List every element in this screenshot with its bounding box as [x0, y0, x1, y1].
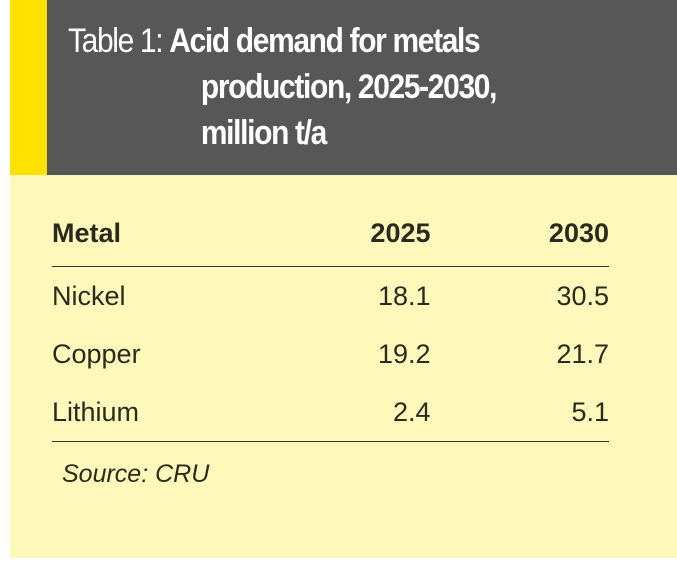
title-line-2: production, 2025-2030,	[200, 68, 498, 106]
column-header-2025: 2025	[252, 200, 431, 267]
column-header-2030: 2030	[430, 200, 609, 267]
metal-cell: Nickel	[52, 280, 126, 311]
value-2030-cell: 21.7	[556, 338, 609, 369]
metal-cell: Copper	[52, 338, 141, 369]
value-2025-cell: 18.1	[377, 280, 431, 311]
value-2025-cell: 19.2	[377, 338, 431, 369]
table-row: Nickel 18.1 30.5	[52, 267, 609, 326]
value-2025-cell: 2.4	[252, 383, 431, 442]
table-row: Copper 19.2 21.7	[52, 325, 609, 383]
metal-cell: Lithium	[52, 383, 252, 442]
column-header-metal: Metal	[52, 200, 252, 267]
source-note: Source: CRU	[62, 460, 210, 488]
value-2030-cell: 30.5	[556, 280, 609, 311]
table-card: Table 1: Acid demand for metals producti…	[10, 0, 677, 558]
title-line-3: million t/a	[200, 114, 327, 152]
table-header: Table 1: Acid demand for metals producti…	[10, 0, 677, 175]
table-label: Table 1:	[68, 22, 164, 60]
table-title: Table 1: Acid demand for metals producti…	[68, 18, 631, 156]
accent-stripe	[10, 0, 47, 175]
title-line-1: Acid demand for metals	[169, 22, 480, 60]
table-row: Lithium 2.4 5.1	[52, 383, 609, 442]
data-table: Metal 2025 2030 Nickel 18.1 30.5 Copper …	[52, 200, 609, 442]
value-2030-cell: 5.1	[430, 383, 609, 442]
table-header-row: Metal 2025 2030	[52, 200, 609, 267]
